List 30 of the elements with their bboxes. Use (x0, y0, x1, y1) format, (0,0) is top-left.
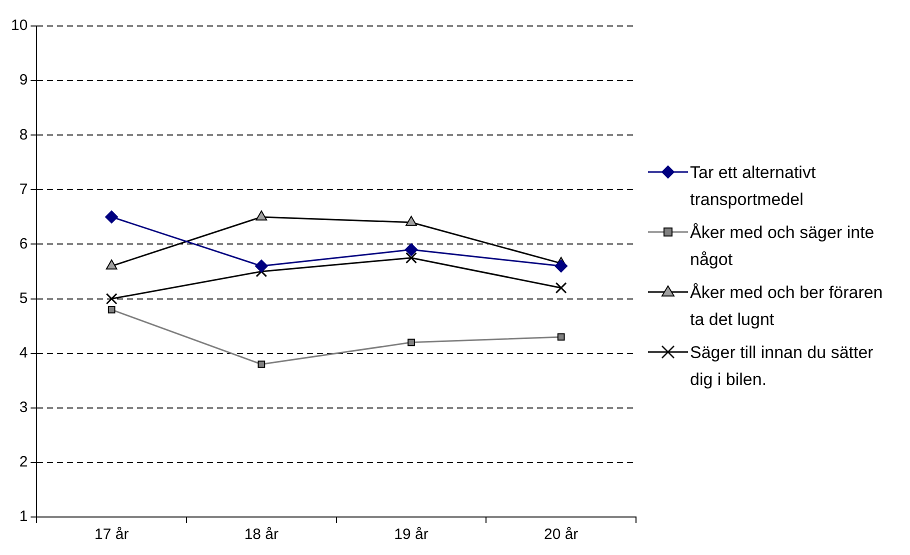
x-tick-label: 19 år (394, 526, 428, 544)
x-tick-label: 18 år (244, 526, 279, 544)
point (408, 338, 415, 346)
point (254, 260, 268, 273)
y-tick-label: 4 (19, 344, 28, 362)
y-tick-label: 2 (19, 454, 28, 471)
point (557, 333, 565, 341)
y-tick-label: 7 (19, 180, 28, 198)
y-tick-label: 5 (19, 290, 28, 307)
legend-label: Åker med och ber föraren ta det lugnt (690, 282, 884, 330)
point (108, 306, 116, 314)
point (106, 293, 118, 304)
y-tick-label: 9 (19, 72, 28, 89)
point (105, 210, 118, 224)
point (406, 252, 417, 264)
y-tick-label: 6 (19, 235, 28, 252)
legend-label: Tar ett alternativt transportmedel (690, 162, 817, 210)
point (258, 360, 266, 368)
y-tick-label: 1 (19, 508, 28, 526)
y-tick-label: 3 (19, 399, 28, 416)
x-tick-label: 17 år (94, 526, 129, 544)
point (555, 282, 567, 294)
point (106, 260, 118, 270)
x-tick-label: 20 år (544, 526, 578, 544)
legend-label: Åker med och säger inte något (690, 222, 876, 270)
y-tick-label: 8 (19, 126, 28, 144)
legend-label: Säger till innan du sätter dig i bilen. (690, 342, 874, 390)
point (404, 243, 418, 256)
point (554, 260, 568, 273)
y-tick-label: 10 (10, 17, 28, 34)
